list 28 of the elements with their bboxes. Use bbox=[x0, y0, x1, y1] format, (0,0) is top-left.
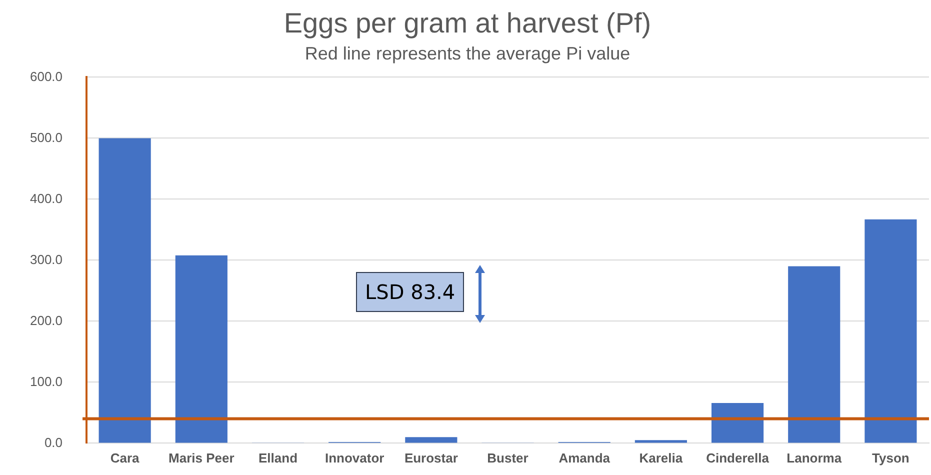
x-tick-label: Innovator bbox=[324, 450, 384, 466]
bar bbox=[98, 138, 151, 443]
bar bbox=[788, 266, 840, 443]
chart-subtitle: Red line represents the average Pi value bbox=[304, 43, 630, 64]
y-tick-label: 100.0 bbox=[30, 374, 63, 389]
y-tick-label: 600.0 bbox=[30, 68, 63, 84]
bar bbox=[175, 255, 228, 443]
x-tick-label: Elland bbox=[258, 450, 298, 466]
annotation: LSD 83.4 bbox=[356, 272, 464, 312]
y-tick-label: 200.0 bbox=[30, 312, 63, 328]
bar bbox=[711, 402, 764, 443]
x-tick-label: Karelia bbox=[639, 450, 684, 466]
bar bbox=[405, 437, 458, 443]
chart-title: Eggs per gram at harvest (Pf) bbox=[284, 8, 652, 39]
x-tick-label: Amanda bbox=[558, 450, 611, 466]
x-tick-label: Cinderella bbox=[706, 450, 770, 466]
y-tick-label: 300.0 bbox=[30, 252, 63, 267]
x-tick-label: Eurostar bbox=[404, 450, 458, 466]
x-tick-label: Maris Peer bbox=[168, 450, 234, 466]
x-tick-label: Cara bbox=[110, 450, 140, 466]
x-tick-label: Tyson bbox=[872, 450, 910, 466]
y-tick-label: 0.0 bbox=[44, 434, 63, 450]
y-tick-label: 400.0 bbox=[30, 190, 63, 206]
x-tick-label: Lanorma bbox=[786, 450, 842, 466]
bar bbox=[634, 440, 687, 443]
x-tick-label: Buster bbox=[487, 450, 528, 466]
bar bbox=[864, 219, 917, 443]
y-tick-label: 500.0 bbox=[30, 130, 63, 145]
